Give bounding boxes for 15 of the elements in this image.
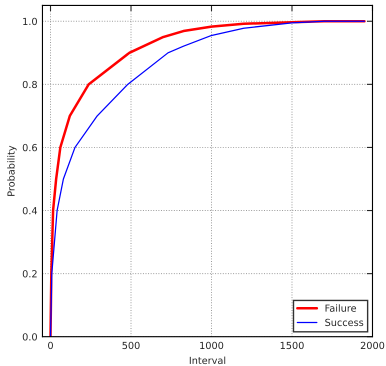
y-tick-label: 1.0 xyxy=(23,18,37,26)
x-tick-label: 500 xyxy=(122,342,140,350)
y-tick-label: 0.2 xyxy=(22,270,37,278)
legend-label: Failure xyxy=(326,304,356,312)
x-tick-label: 0 xyxy=(48,342,53,350)
x-tick-label: 2000 xyxy=(360,342,384,350)
y-axis-title: Probability xyxy=(7,146,17,196)
legend-label: Success xyxy=(325,318,364,326)
x-tick-label: 1000 xyxy=(200,342,224,350)
y-tick-label: 0.8 xyxy=(22,80,37,88)
x-tick-label: 1500 xyxy=(280,342,304,350)
x-axis-title: Interval xyxy=(190,356,226,364)
y-tick-label: 0.4 xyxy=(22,207,38,214)
y-tick-label: 0.6 xyxy=(22,144,37,152)
y-tick-label: 0.0 xyxy=(22,333,37,341)
